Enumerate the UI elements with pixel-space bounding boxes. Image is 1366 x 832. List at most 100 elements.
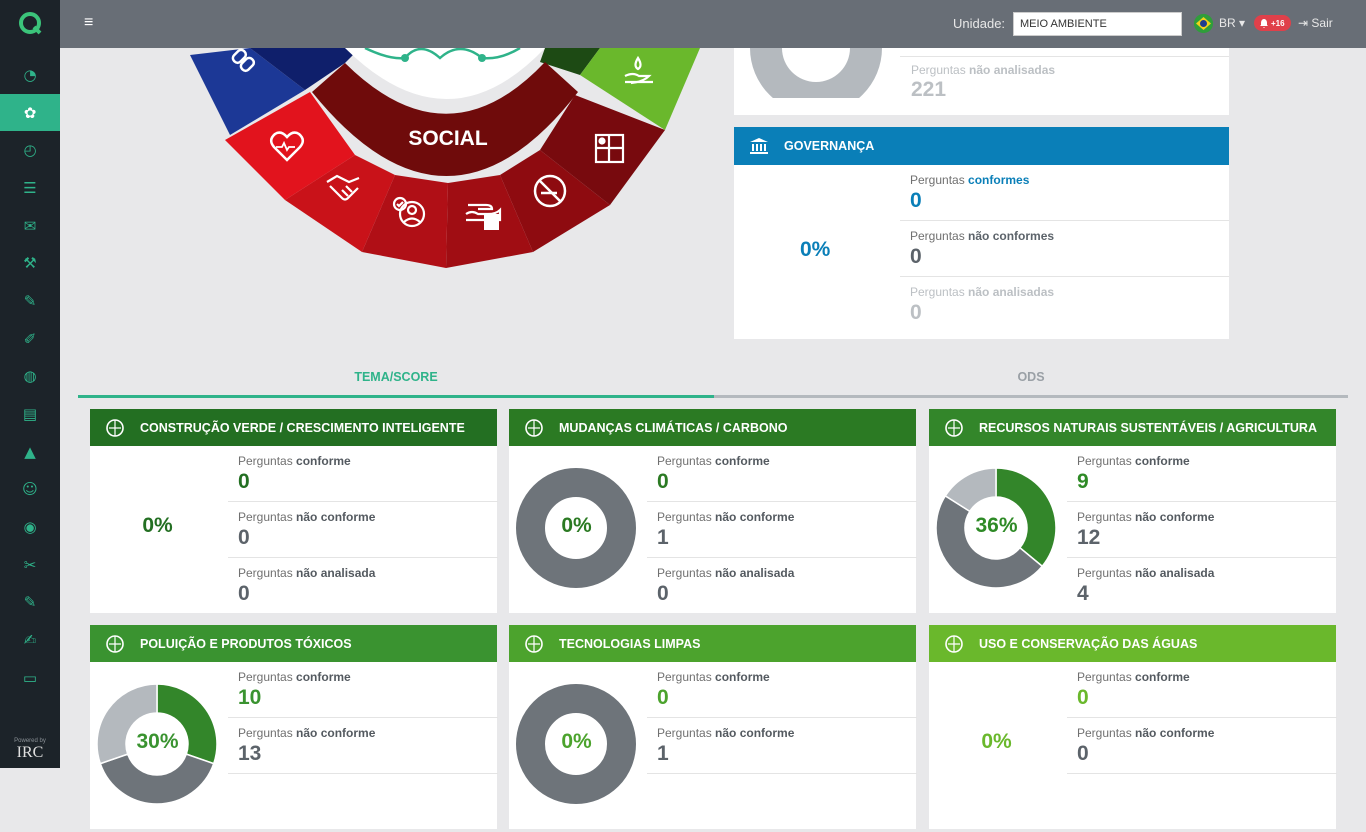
wheel-segment-partnership[interactable] [285, 155, 395, 252]
theme-card-title: CONSTRUÇÃO VERDE / CRESCIMENTO INTELIGEN… [140, 420, 465, 435]
logout-label: Sair [1311, 16, 1333, 30]
theme-card-title: USO E CONSERVAÇÃO DAS ÁGUAS [979, 636, 1198, 651]
stat-label-prefix: Perguntas [1077, 510, 1132, 524]
stat-label-prefix: Perguntas [657, 454, 712, 468]
stat-label-strong: não analisada [296, 566, 376, 580]
stat-label: Perguntas não conforme [657, 510, 794, 524]
stat-label-prefix: Perguntas [238, 454, 293, 468]
theme-stat-row: Perguntas não conforme 1 [647, 718, 917, 774]
theme-card: TECNOLOGIAS LIMPAS 0% Perguntas conforme 0 P… [509, 625, 917, 829]
wheel-segment-governance[interactable] [190, 48, 305, 135]
stat-label-strong: não conforme [1135, 726, 1215, 740]
stat-label-strong: não analisada [715, 566, 795, 580]
stat-label-prefix: Perguntas [1077, 454, 1132, 468]
topbar: ≡ Unidade: BR ▾ +16 ⇥ Sair [60, 0, 1366, 48]
theme-card-title: POLUIÇÃO E PRODUTOS TÓXICOS [140, 636, 352, 651]
wheel-segment-health[interactable] [225, 92, 355, 200]
paint-icon: ✂ [23, 555, 37, 574]
menu-toggle-icon[interactable]: ≡ [84, 14, 94, 31]
sidebar-item-document[interactable]: ▤ [0, 395, 60, 433]
sidebar-item-paint[interactable]: ✂ [0, 546, 60, 584]
wheel-segment-teamwork[interactable] [540, 95, 665, 205]
stat-label: Perguntas não conformes [910, 229, 1054, 243]
donut-slice-conforme [156, 683, 218, 765]
stat-label: Perguntas conformes [910, 173, 1029, 187]
stat-label-prefix: Perguntas [910, 229, 965, 243]
sidebar-item-warning[interactable]: ▲ [0, 433, 60, 471]
stat-value: 13 [238, 742, 262, 765]
logout-button[interactable]: ⇥ Sair [1298, 16, 1333, 30]
top-stat-value: 221 [911, 78, 947, 101]
sidebar-item-user-edit[interactable]: ✍ [0, 621, 60, 659]
governanca-header: GOVERNANÇA [734, 127, 1229, 165]
app-logo[interactable] [0, 0, 60, 46]
sidebar-item-user-settings[interactable]: ☺ [0, 471, 60, 509]
sidebar-item-gauge[interactable]: ◴ [0, 131, 60, 169]
stat-value: 1 [657, 742, 669, 765]
sidebar-item-dashboard[interactable]: ◔ [0, 56, 60, 94]
stat-label: Perguntas não analisada [657, 566, 794, 580]
sidebar-item-folder[interactable]: ▭ [0, 659, 60, 697]
theme-card-title: RECURSOS NATURAIS SUSTENTÁVEIS / AGRICUL… [979, 420, 1317, 435]
stat-label-strong: não conforme [715, 510, 795, 524]
theme-stat-row: Perguntas conforme 0 [647, 662, 917, 718]
stat-label-strong: conforme [715, 454, 770, 468]
hand-care-icon [465, 203, 502, 230]
theme-card: MUDANÇAS CLIMÁTICAS / CARBONO 0% Perguntas… [509, 409, 917, 614]
sidebar-item-chat[interactable]: ✉ [0, 207, 60, 245]
stat-label: Perguntas não analisada [1077, 566, 1214, 580]
donut-slice-conforme [995, 467, 1057, 568]
notifications-button[interactable]: +16 [1254, 15, 1291, 31]
wheel-segment-no-smoking[interactable] [500, 150, 610, 252]
folder-icon: ▭ [22, 668, 38, 687]
stat-label-strong: conforme [296, 454, 351, 468]
theme-donut-chart [516, 468, 636, 588]
wheel-label: SOCIAL [408, 127, 488, 150]
theme-stat-row: Perguntas não conforme 0 [228, 502, 498, 558]
esg-wheel: SOCIAL [60, 48, 740, 338]
stat-label-strong: conforme [1135, 670, 1190, 684]
theme-stat-row: Perguntas não analisada 0 [647, 558, 917, 614]
theme-card: USO E CONSERVAÇÃO DAS ÁGUAS 0% Perguntas c… [929, 625, 1337, 829]
sidebar-item-globe[interactable]: ◍ [0, 358, 60, 396]
top-category-card: Perguntas não analisadas 221 [734, 48, 1229, 115]
stat-value: 0 [238, 582, 250, 605]
sidebar-item-brush[interactable]: ✐ [0, 320, 60, 358]
stat-value: 0 [657, 470, 669, 493]
esg-icon: ✿ [23, 103, 37, 122]
sidebar-item-esg[interactable]: ✿ [0, 93, 60, 132]
stat-value: 0 [910, 301, 922, 324]
sidebar-item-map-pin[interactable]: ◉ [0, 508, 60, 546]
map-pin-icon: ◉ [23, 518, 37, 537]
language-selector[interactable]: BR ▾ [1219, 16, 1246, 30]
theme-stat-row: Perguntas não conforme 12 [1067, 502, 1337, 558]
tab-ods[interactable]: ODS [714, 370, 1348, 398]
theme-percent: 30% [136, 730, 179, 753]
sidebar-item-edit[interactable]: ✎ [0, 282, 60, 320]
user-check-icon [392, 196, 426, 228]
governanca-stat-row: Perguntas não conformes 0 [900, 221, 1229, 277]
theme-card: RECURSOS NATURAIS SUSTENTÁVEIS / AGRICUL… [929, 409, 1337, 613]
stat-label-prefix: Perguntas [1077, 726, 1132, 740]
stat-label: Perguntas conforme [238, 454, 351, 468]
unit-input[interactable] [1013, 12, 1182, 36]
stat-label-prefix: Perguntas [238, 566, 293, 580]
theme-icon [104, 633, 126, 655]
tab-tema-score[interactable]: TEMA/SCORE [78, 370, 714, 398]
wheel-segment-water[interactable] [580, 48, 700, 130]
sidebar-item-edit-2[interactable]: ✎ [0, 584, 60, 622]
stat-label-prefix: Perguntas [657, 726, 712, 740]
sidebar-item-checklist[interactable]: ☰ [0, 169, 60, 207]
theme-icon [943, 633, 965, 655]
top-stat-label-a: Perguntas [911, 63, 966, 77]
stat-label-strong: conformes [968, 173, 1030, 187]
stat-value: 0 [657, 582, 669, 605]
stat-label-prefix: Perguntas [238, 726, 293, 740]
brazil-flag-icon[interactable] [1194, 14, 1213, 33]
theme-stat-row: Perguntas não analisada 0 [228, 558, 498, 614]
theme-stat-row: Perguntas não conforme 13 [228, 718, 498, 774]
wheel-segment-governance-2[interactable] [250, 48, 360, 90]
stat-value: 10 [238, 686, 262, 709]
theme-stat-row: Perguntas conforme 0 [647, 446, 917, 502]
sidebar-item-tools[interactable]: ⚒ [0, 244, 60, 282]
